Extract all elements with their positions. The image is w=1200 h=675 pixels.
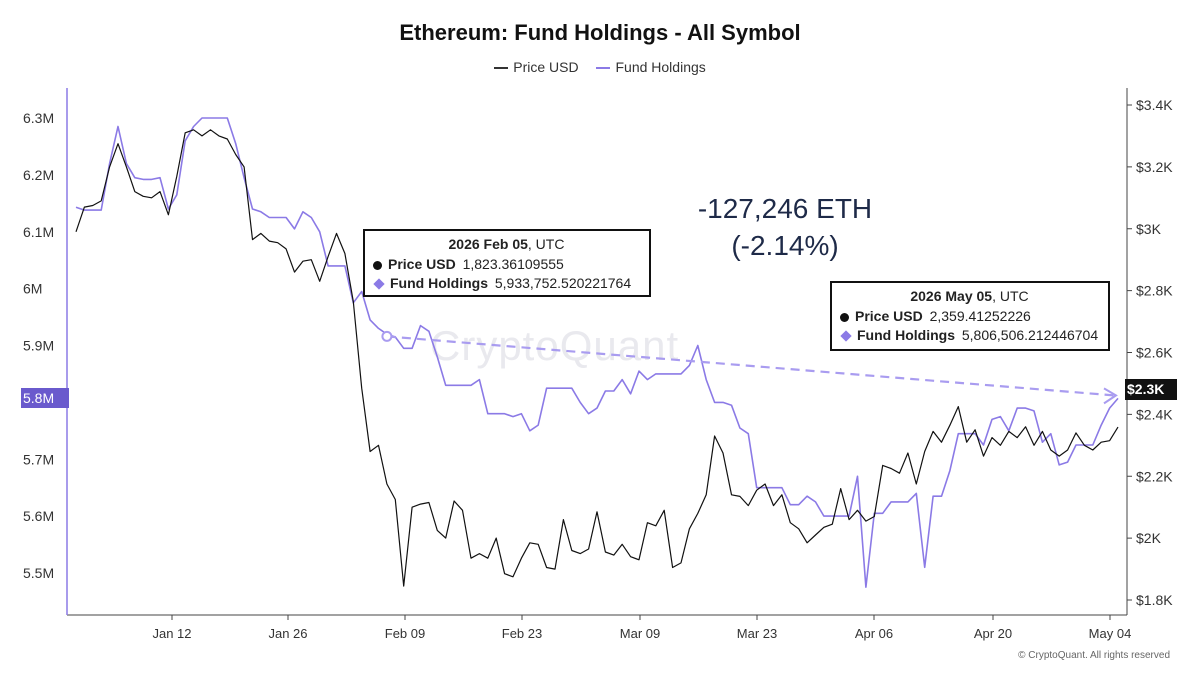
left-tick-label: 5.7M: [23, 451, 54, 467]
arrow-head-icon: [1103, 387, 1118, 405]
x-tick-label: Jan 12: [152, 626, 191, 641]
tooltip-holdings-row: Fund Holdings 5,933,752.520221764: [373, 274, 640, 293]
price-dot-icon: [840, 312, 849, 322]
price-dot-icon: [373, 260, 382, 270]
tooltip-may05: 2026 May 05, UTC Price USD 2,359.4125222…: [830, 281, 1110, 351]
left-tick-label: 6.1M: [23, 224, 54, 240]
x-tick-label: Jan 26: [268, 626, 307, 641]
holdings-diamond-icon: [840, 330, 852, 342]
legend-item-price[interactable]: Price USD: [494, 59, 579, 75]
copyright-notice: © CryptoQuant. All rights reserved: [1018, 650, 1170, 661]
current-price-badge: $2.3K: [1125, 379, 1177, 400]
x-tick-label: Mar 23: [737, 626, 777, 641]
annotation-pct-change: (-2.14%): [731, 230, 839, 261]
right-tick-label: $2.2K: [1136, 468, 1173, 484]
chart-legend: Price USD Fund Holdings: [0, 59, 1200, 75]
left-tick-label: 6M: [23, 281, 42, 297]
legend-item-holdings[interactable]: Fund Holdings: [596, 59, 706, 75]
chart-axes: 6.3M 6.2M 6.1M 6M 5.9M 5.7M 5.6M 5.5M $3.4K $3.2K…: [23, 88, 1173, 641]
holdings-change-annotation: -127,246 ETH (-2.14%): [680, 190, 890, 264]
legend-label-price: Price USD: [513, 59, 579, 75]
x-tick-label: May 04: [1089, 626, 1132, 641]
chart-lines: [75, 117, 1119, 589]
tooltip-holdings-row: Fund Holdings 5,806,506.212446704: [840, 326, 1099, 345]
x-tick-label: Apr 06: [855, 626, 893, 641]
tooltip-feb05: 2026 Feb 05, UTC Price USD 1,823.3610955…: [363, 229, 651, 297]
tooltip-date: 2026 Feb 05, UTC: [448, 236, 565, 252]
legend-swatch-holdings: [596, 67, 611, 70]
chart-title: Ethereum: Fund Holdings - All Symbol: [399, 20, 801, 45]
tooltip-date: 2026 May 05, UTC: [910, 288, 1029, 304]
right-tick-label: $2K: [1136, 530, 1162, 546]
right-tick-label: $2.8K: [1136, 283, 1173, 299]
tooltip-price-row: Price USD 2,359.41252226: [840, 307, 1099, 326]
tooltip-price-row: Price USD 1,823.36109555: [373, 255, 640, 274]
left-tick-label: 6.3M: [23, 110, 54, 126]
left-tick-label: 5.9M: [23, 338, 54, 354]
right-tick-label: $2.4K: [1136, 406, 1173, 422]
arrow-start-marker: [381, 330, 393, 342]
right-tick-label: $3K: [1136, 221, 1162, 237]
current-holdings-badge: 5.8M: [21, 388, 69, 408]
left-tick-label: 5.6M: [23, 508, 54, 524]
holdings-diamond-icon: [373, 278, 385, 290]
fund-holdings-line: [75, 117, 1119, 589]
price-usd-line: [75, 129, 1119, 587]
right-tick-label: $1.8K: [1136, 592, 1173, 608]
watermark: CryptoQuant: [430, 322, 680, 369]
right-tick-label: $3.4K: [1136, 97, 1173, 113]
x-tick-label: Feb 09: [385, 626, 425, 641]
x-tick-label: Apr 20: [974, 626, 1012, 641]
legend-swatch-price: [494, 67, 509, 70]
annotation-eth-change: -127,246 ETH: [697, 193, 873, 224]
x-tick-label: Feb 23: [502, 626, 542, 641]
left-tick-label: 5.5M: [23, 565, 54, 581]
x-tick-label: Mar 09: [620, 626, 660, 641]
holdings-change-arrow: [386, 335, 1115, 397]
legend-label-holdings: Fund Holdings: [615, 59, 706, 75]
right-tick-label: $2.6K: [1136, 345, 1173, 361]
right-tick-label: $3.2K: [1136, 159, 1173, 175]
left-tick-label: 6.2M: [23, 167, 54, 183]
